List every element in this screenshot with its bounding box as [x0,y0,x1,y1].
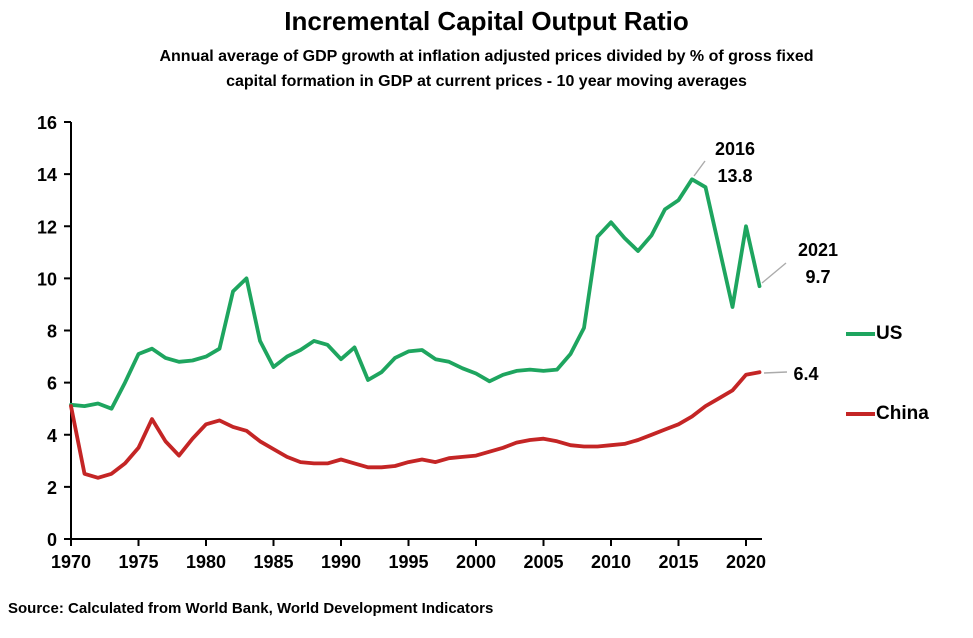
x-axis-label: 1985 [253,552,293,572]
annotation-6.4: 6.4 [793,364,818,384]
x-axis-label: 2020 [726,552,766,572]
axes [70,122,762,540]
legend-entry-china: China [846,403,929,425]
y-axis-label: 6 [47,374,57,394]
annotation-leader-2016-13.8 [693,160,706,177]
legend-entry-us: US [846,323,902,345]
annotation-2016-13.8: 2016 13.8 [715,139,755,186]
x-axis-label: 2005 [523,552,563,572]
x-axis-label: 2000 [456,552,496,572]
y-axis-label: 10 [37,269,57,289]
annotation-2021-9.7: 2021 9.7 [798,240,838,287]
annotation-leader-2021-9.7 [761,262,787,284]
us-line-swatch [846,332,875,336]
chart-subtitle: Annual average of GDP growth at inflatio… [0,44,973,94]
china-line [69,370,762,480]
x-axis-label: 1975 [118,552,158,572]
chart-subtitle-line2: capital formation in GDP at current pric… [226,73,747,90]
china-line-swatch [846,412,875,416]
y-axis-label: 14 [37,165,57,185]
y-axis-label: 4 [47,426,57,446]
annotation-leader-6.4 [763,371,788,374]
x-axis-label: 2010 [591,552,631,572]
chart-title: Incremental Capital Output Ratio [284,6,689,36]
x-axis-label: 1995 [388,552,428,572]
y-axis-label: 12 [37,217,57,237]
x-axis-label: 2015 [658,552,698,572]
x-axis-label: 1980 [186,552,226,572]
source-note: Source: Calculated from World Bank, Worl… [8,600,494,617]
us-line [69,177,762,411]
x-axis-label: 1970 [51,552,91,572]
legend-label-us: US [876,323,903,344]
y-axis-label: 2 [47,478,57,498]
legend-label-china: China [876,403,929,424]
chart-subtitle-line1: Annual average of GDP growth at inflatio… [159,48,814,65]
y-axis-label: 16 [37,113,57,133]
y-axis-label: 8 [47,322,57,342]
y-axis-label: 0 [47,530,57,550]
x-axis-label: 1990 [321,552,361,572]
